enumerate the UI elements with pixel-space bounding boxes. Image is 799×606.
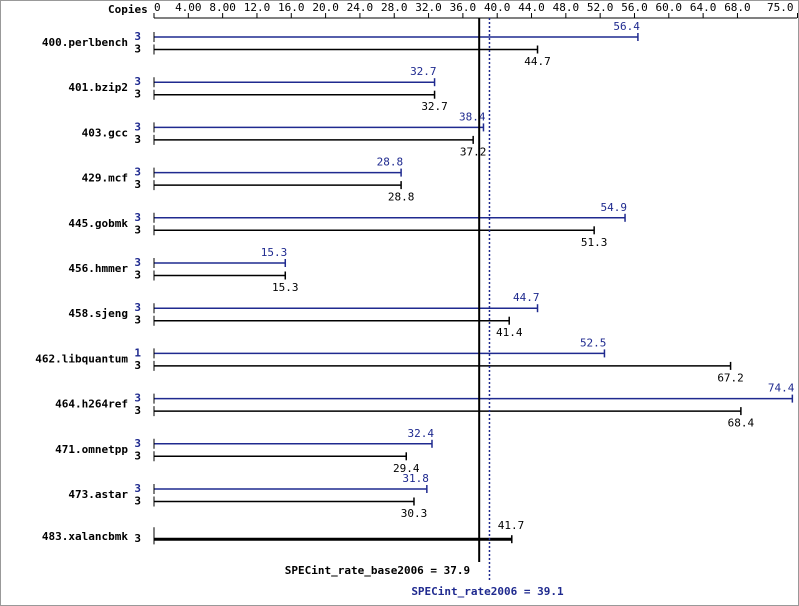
reference-label: SPECint_rate2006 = 39.1 — [411, 585, 564, 598]
benchmark-label: 473.astar — [68, 488, 128, 501]
copies-label: 3 — [134, 30, 141, 43]
benchmark-label: 471.omnetpp — [55, 443, 128, 456]
x-tick-label: 0 — [154, 1, 161, 14]
copies-label: 3 — [134, 75, 141, 88]
copies-label: 1 — [134, 346, 141, 359]
benchmark-label: 400.perlbench — [42, 36, 128, 49]
value-label: 52.5 — [580, 336, 607, 349]
value-label: 29.4 — [393, 462, 420, 475]
benchmark-label: 464.h264ref — [55, 398, 128, 411]
copies-label: 3 — [134, 256, 141, 269]
x-tick-label: 64.0 — [690, 1, 717, 14]
x-tick-label: 12.0 — [244, 1, 271, 14]
x-tick-label: 20.0 — [312, 1, 339, 14]
benchmark-label: 458.sjeng — [68, 307, 128, 320]
reference-label: SPECint_rate_base2006 = 37.9 — [285, 564, 470, 577]
value-label: 37.2 — [460, 145, 487, 158]
x-tick-label: 60.0 — [656, 1, 683, 14]
benchmark-label: 403.gcc — [82, 126, 128, 139]
value-label: 31.8 — [402, 472, 429, 485]
copies-label: 3 — [134, 437, 141, 450]
value-label: 15.3 — [272, 281, 299, 294]
x-tick-label: 8.00 — [209, 1, 236, 14]
x-tick-label: 36.0 — [450, 1, 477, 14]
copies-label: 3 — [134, 482, 141, 495]
benchmark-label: 429.mcf — [82, 172, 128, 185]
copies-label: 3 — [134, 359, 141, 372]
x-tick-label: 44.0 — [518, 1, 545, 14]
copies-label: 3 — [134, 314, 141, 327]
x-tick-label: 75.0 — [767, 1, 794, 14]
value-label: 38.4 — [459, 110, 486, 123]
copies-label: 3 — [134, 120, 141, 133]
value-label: 28.8 — [388, 191, 415, 204]
copies-label: 3 — [134, 133, 141, 146]
copies-label: 3 — [134, 43, 141, 56]
value-label: 30.3 — [401, 507, 428, 520]
x-tick-label: 16.0 — [278, 1, 305, 14]
copies-label: 3 — [134, 449, 141, 462]
copies-label: 3 — [134, 301, 141, 314]
value-label: 28.8 — [377, 156, 404, 169]
copies-label: 3 — [134, 211, 141, 224]
x-tick-label: 48.0 — [553, 1, 580, 14]
copies-label: 3 — [134, 404, 141, 417]
copies-label: 3 — [134, 495, 141, 508]
copies-label: 3 — [134, 223, 141, 236]
value-label: 15.3 — [261, 246, 288, 259]
x-tick-label: 40.0 — [484, 1, 511, 14]
value-label: 44.7 — [513, 291, 540, 304]
copies-label: 3 — [134, 269, 141, 282]
value-label: 51.3 — [581, 236, 608, 249]
copies-label: 3 — [134, 88, 141, 101]
value-label: 56.4 — [613, 20, 640, 33]
benchmark-label: 401.bzip2 — [68, 81, 128, 94]
copies-label: 3 — [134, 166, 141, 179]
value-label: 41.4 — [496, 326, 523, 339]
benchmark-label: 462.libquantum — [35, 352, 128, 365]
value-label: 32.7 — [410, 65, 437, 78]
x-tick-label: 52.0 — [587, 1, 614, 14]
x-tick-label: 28.0 — [381, 1, 408, 14]
copies-label: 3 — [134, 178, 141, 191]
benchmark-label: 483.xalancbmk — [42, 530, 128, 543]
value-label: 54.9 — [601, 201, 628, 214]
x-tick-label: 4.00 — [175, 1, 202, 14]
copies-label: 3 — [134, 532, 141, 545]
value-label: 32.4 — [407, 427, 434, 440]
x-tick-label: 56.0 — [621, 1, 648, 14]
value-label: 44.7 — [524, 55, 551, 68]
value-label: 67.2 — [717, 371, 744, 384]
value-label: 32.7 — [421, 100, 448, 113]
axis-label: Copies — [108, 3, 148, 16]
value-label: 74.4 — [768, 382, 795, 395]
value-label: 68.4 — [728, 417, 755, 430]
benchmark-label: 456.hmmer — [68, 262, 128, 275]
x-tick-label: 32.0 — [415, 1, 442, 14]
x-tick-label: 68.0 — [724, 1, 751, 14]
value-label: 41.7 — [498, 519, 525, 532]
benchmark-label: 445.gobmk — [68, 217, 128, 230]
copies-label: 3 — [134, 392, 141, 405]
x-tick-label: 24.0 — [347, 1, 374, 14]
